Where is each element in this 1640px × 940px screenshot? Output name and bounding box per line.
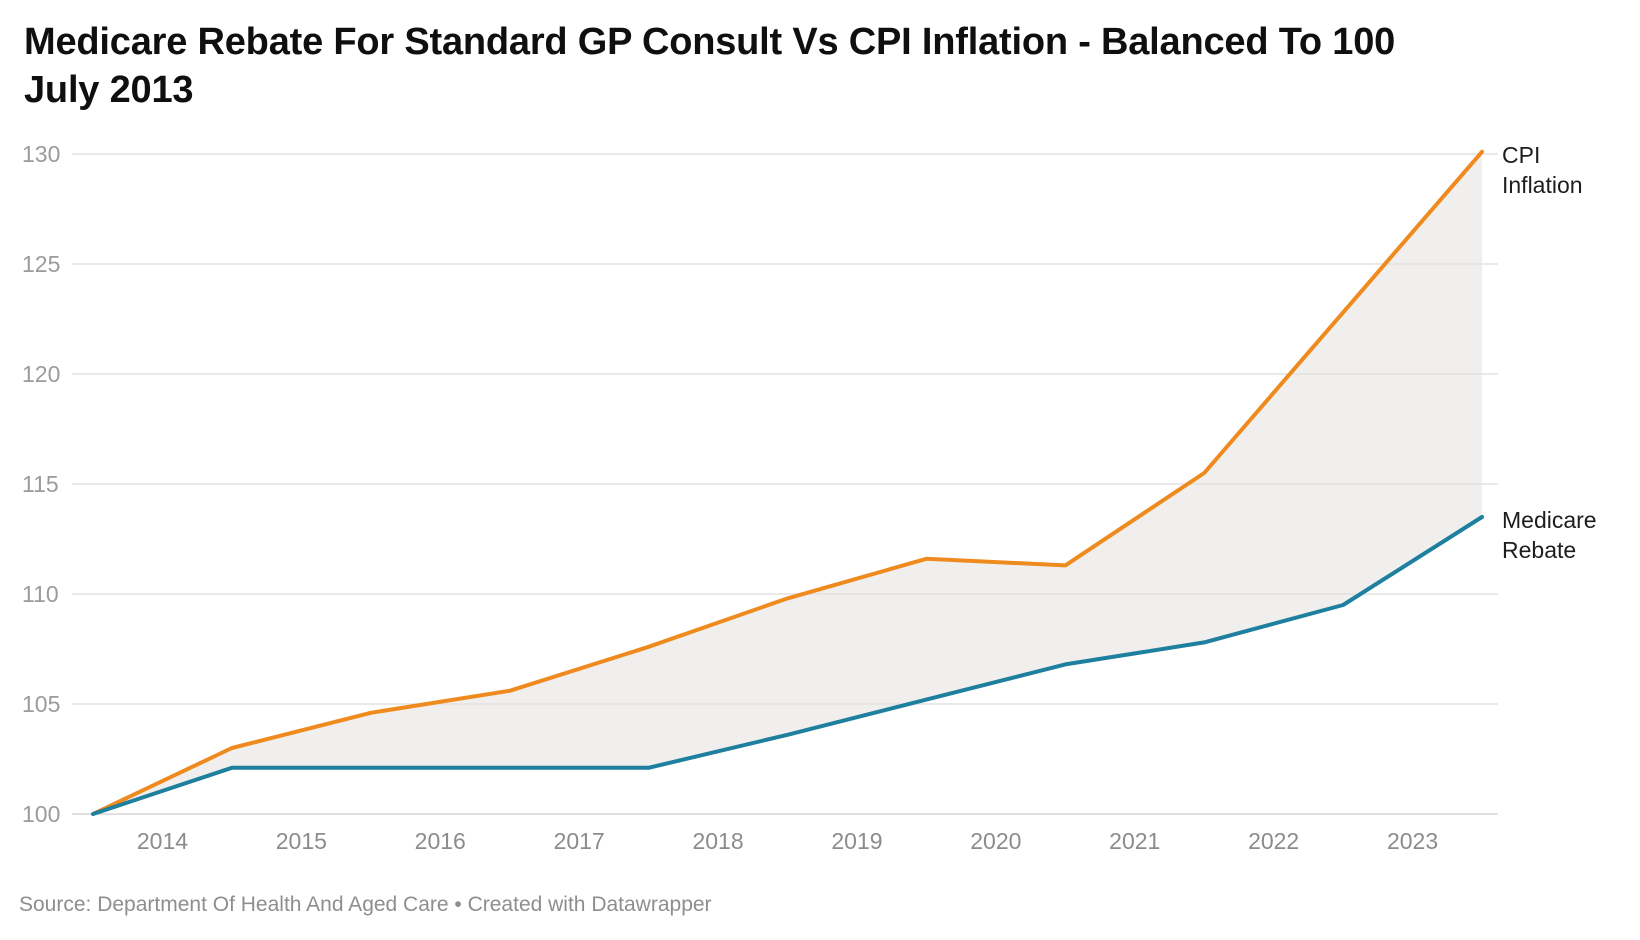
y-axis-tick-label: 105 (22, 691, 60, 717)
x-axis-tick-label: 2016 (415, 828, 466, 854)
page-title: Medicare Rebate For Standard GP Consult … (24, 18, 1395, 114)
medicare-rebate-label: Medicare Rebate (1502, 507, 1597, 563)
source-attribution: Source: Department Of Health And Aged Ca… (19, 893, 712, 916)
medicare-rebate-line (91, 515, 1484, 816)
chart-title-line-1: Medicare Rebate For Standard GP Consult … (24, 21, 1396, 63)
y-axis-tick-label: 110 (22, 581, 59, 607)
x-axis-tick-label: 2023 (1387, 828, 1438, 854)
y-axis-tick-label: 115 (22, 471, 59, 497)
y-axis-tick-label: 120 (22, 361, 60, 387)
between-series-area (93, 151, 1482, 815)
x-axis-tick-label: 2017 (554, 828, 605, 854)
x-axis-tick-label: 2019 (831, 828, 882, 854)
cpi-inflation-label: CPI Inflation (1502, 142, 1583, 198)
y-axis-tick-label: 125 (22, 251, 60, 277)
x-axis-tick-label: 2015 (276, 828, 327, 854)
cpi-inflation-line (91, 149, 1484, 816)
chart-title-line-2: July 2013 (24, 69, 194, 111)
x-axis-tick-label: 2014 (137, 828, 188, 854)
x-axis-tick-label: 2022 (1248, 828, 1299, 854)
y-axis-tick-label: 130 (22, 141, 60, 167)
x-axis-tick-label: 2018 (692, 828, 743, 854)
x-axis-tick-label: 2021 (1109, 828, 1160, 854)
y-axis-tick-label: 100 (22, 801, 60, 827)
x-axis-tick-label: 2020 (970, 828, 1021, 854)
